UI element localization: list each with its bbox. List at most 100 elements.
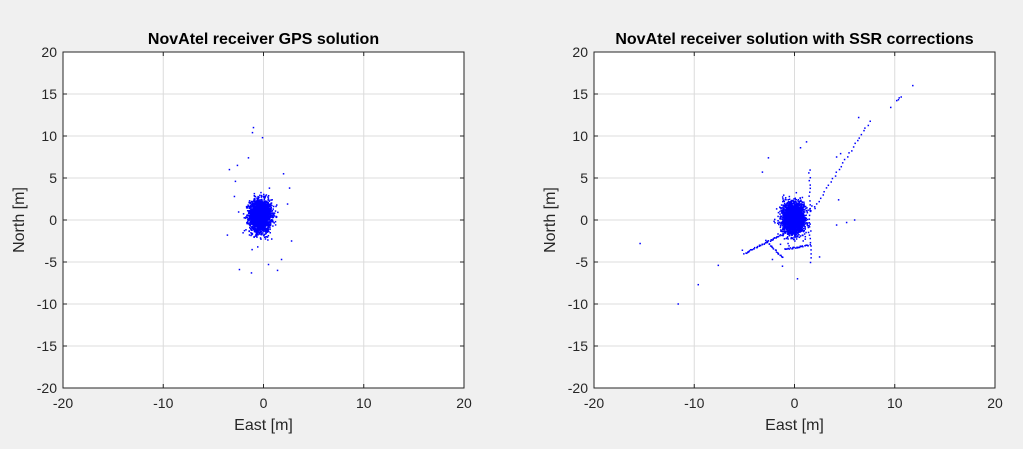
data-point [263, 193, 265, 196]
data-point [256, 199, 259, 202]
data-point [257, 207, 260, 209]
data-point [253, 204, 256, 206]
data-point [805, 231, 807, 234]
data-point [264, 224, 267, 226]
data-point [259, 199, 261, 201]
data-point [268, 208, 270, 211]
data-point [258, 212, 260, 215]
data-point [795, 238, 798, 240]
y-tick-label: -5 [45, 254, 58, 270]
data-point [265, 209, 268, 212]
data-point [257, 211, 260, 213]
data-point [275, 216, 278, 219]
data-point [256, 228, 258, 231]
data-point [781, 230, 783, 232]
data-point [272, 225, 274, 227]
data-point [269, 228, 271, 231]
data-point [263, 198, 266, 201]
data-point [261, 205, 263, 207]
data-point [268, 214, 270, 217]
data-point [258, 203, 260, 206]
data-point [267, 204, 270, 206]
data-point [257, 213, 259, 216]
outlier-point [228, 168, 231, 171]
data-point [258, 232, 261, 234]
data-point [255, 219, 257, 221]
data-point [268, 226, 270, 228]
data-point [264, 228, 266, 231]
data-point [263, 217, 266, 220]
data-point [259, 205, 261, 207]
outlier-point [251, 131, 254, 134]
data-point [266, 222, 269, 225]
data-point [802, 234, 804, 237]
data-point [261, 201, 264, 204]
data-point [262, 213, 265, 215]
data-point [262, 234, 265, 237]
data-point [806, 224, 808, 226]
data-point [254, 214, 256, 217]
data-point [267, 203, 269, 205]
data-point [262, 209, 265, 212]
data-point [267, 217, 270, 220]
data-point [800, 206, 803, 208]
data-point [775, 208, 778, 210]
outlier-point [250, 272, 253, 274]
data-point [259, 214, 262, 216]
data-point [258, 200, 261, 202]
outlier-point [267, 263, 270, 266]
data-point [250, 228, 252, 231]
data-point [777, 220, 779, 222]
data-point [246, 222, 248, 224]
data-point [260, 221, 262, 223]
data-point [785, 230, 788, 233]
data-point [253, 210, 255, 212]
data-point [804, 218, 806, 220]
data-point [788, 234, 791, 237]
data-point [249, 227, 252, 230]
data-point [783, 225, 785, 228]
data-point [804, 205, 806, 208]
data-point [254, 218, 257, 220]
data-point [256, 225, 259, 228]
data-point [275, 215, 277, 218]
data-point [260, 232, 263, 235]
data-point [250, 221, 252, 224]
data-point [784, 230, 786, 233]
data-point [251, 220, 253, 222]
data-point [254, 209, 256, 212]
data-point [266, 230, 269, 233]
data-point [264, 196, 266, 199]
data-point [248, 234, 251, 236]
data-point [786, 202, 789, 204]
data-point [264, 204, 266, 207]
data-point [798, 201, 801, 203]
data-point [795, 198, 798, 201]
data-point [803, 229, 806, 232]
data-point [252, 207, 255, 210]
data-point [262, 228, 264, 230]
data-point [252, 211, 255, 214]
data-point [781, 228, 784, 231]
data-point [253, 195, 256, 197]
data-point [803, 209, 805, 211]
data-point [265, 214, 268, 217]
data-point [260, 198, 263, 201]
outlier-point [261, 136, 264, 139]
data-point [260, 196, 263, 198]
data-point [270, 220, 272, 222]
data-point [271, 215, 274, 217]
data-point [788, 230, 791, 232]
data-point [247, 207, 249, 209]
data-point [249, 224, 252, 226]
data-point [250, 207, 252, 209]
data-point [265, 232, 267, 234]
data-point [255, 234, 258, 237]
data-point [256, 231, 258, 233]
data-point [252, 208, 254, 211]
y-tick-label: -15 [37, 338, 57, 354]
data-point [785, 206, 788, 209]
data-point [806, 207, 808, 209]
data-point [247, 219, 249, 222]
y-tick-label: 10 [41, 128, 57, 144]
